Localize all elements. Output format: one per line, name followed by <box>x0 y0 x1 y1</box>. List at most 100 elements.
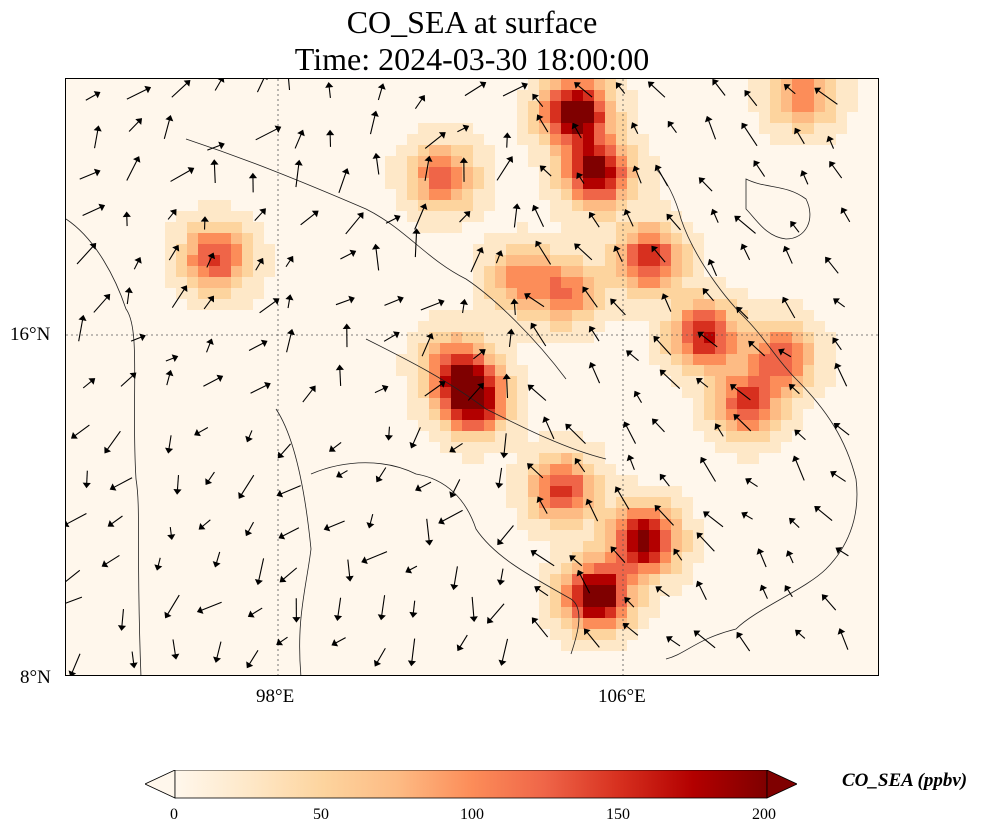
heat-cell <box>473 431 484 442</box>
heat-cell <box>165 244 176 255</box>
heat-cell <box>484 200 495 211</box>
colorbar-svg <box>144 769 798 799</box>
heat-cell <box>165 266 176 277</box>
wind-arrow <box>700 456 716 482</box>
heat-cell <box>495 244 506 255</box>
heat-cell <box>572 519 583 530</box>
wind-arrow <box>655 586 670 598</box>
heat-cell <box>638 178 649 189</box>
heat-cell <box>176 244 187 255</box>
heat-cell <box>803 321 814 332</box>
heat-cell <box>550 266 561 277</box>
colorbar <box>144 769 798 805</box>
heat-cell <box>682 541 693 552</box>
heat-cell <box>517 497 528 508</box>
heat-cell <box>550 145 561 156</box>
heat-cell <box>737 431 748 442</box>
heat-cell <box>572 442 583 453</box>
heat-cell <box>660 585 671 596</box>
wind-arrow <box>741 511 753 520</box>
heat-cell <box>451 431 462 442</box>
wind-arrow <box>130 333 146 342</box>
heat-cell <box>726 387 737 398</box>
heat-cell <box>594 134 605 145</box>
heat-cell <box>396 178 407 189</box>
wind-arrow <box>377 595 386 621</box>
heat-cell <box>693 288 704 299</box>
heat-cell <box>660 244 671 255</box>
heat-cell <box>242 299 253 310</box>
heat-cell <box>605 508 616 519</box>
heat-cell <box>638 156 649 167</box>
heat-cell <box>715 288 726 299</box>
heat-cell <box>583 596 594 607</box>
heat-cell <box>528 288 539 299</box>
heat-cell <box>605 530 616 541</box>
heat-cell <box>517 101 528 112</box>
heat-cell <box>583 145 594 156</box>
heat-cell <box>451 222 462 233</box>
heat-cell <box>429 332 440 343</box>
map-panel[interactable] <box>65 78 879 676</box>
heat-cell <box>770 101 781 112</box>
heat-cell <box>671 486 682 497</box>
heat-cell <box>418 178 429 189</box>
heat-cell <box>781 321 792 332</box>
heat-cell <box>737 332 748 343</box>
wind-arrow <box>565 423 586 444</box>
heat-cell <box>451 343 462 354</box>
heat-cell <box>418 332 429 343</box>
inland-border-1 <box>185 138 567 380</box>
heat-cell <box>561 519 572 530</box>
heat-cell <box>550 530 561 541</box>
heat-cell <box>792 332 803 343</box>
heat-cell <box>561 112 572 123</box>
wind-arrow <box>415 481 432 492</box>
wind-arrow <box>714 423 724 437</box>
heat-cell <box>649 486 660 497</box>
wind-arrow <box>412 228 421 258</box>
heat-cell <box>627 233 638 244</box>
wind-arrow <box>164 594 180 619</box>
wind-arrow <box>154 557 163 571</box>
wind-arrow <box>128 118 143 132</box>
wind-arrow <box>512 203 521 228</box>
heat-cell <box>594 178 605 189</box>
heat-cell <box>594 574 605 585</box>
heat-cell <box>561 552 572 563</box>
heat-cell <box>814 123 825 134</box>
wind-arrow <box>651 418 665 433</box>
heat-cell <box>407 156 418 167</box>
heat-cell <box>517 365 528 376</box>
wind-arrow <box>712 79 726 96</box>
heat-cell <box>605 486 616 497</box>
wind-arrow <box>409 427 421 449</box>
heat-cell <box>528 145 539 156</box>
heat-cell <box>759 310 770 321</box>
heat-cell <box>561 431 572 442</box>
heat-cell <box>429 222 440 233</box>
heat-cell <box>473 178 484 189</box>
heat-cell <box>539 101 550 112</box>
heat-cell <box>605 277 616 288</box>
heat-cell <box>638 574 649 585</box>
heat-cell <box>572 156 583 167</box>
heat-cell <box>792 409 803 420</box>
heat-cell <box>561 541 572 552</box>
heat-cell <box>572 288 583 299</box>
heat-cell <box>693 310 704 321</box>
heat-cell <box>748 310 759 321</box>
heat-cell <box>561 178 572 189</box>
wind-arrow <box>168 244 180 261</box>
heat-cell <box>605 497 616 508</box>
heat-cell <box>506 420 517 431</box>
heat-cell <box>550 607 561 618</box>
heat-cell <box>506 332 517 343</box>
wind-vectors <box>66 79 851 675</box>
heat-cell <box>638 288 649 299</box>
heat-cell <box>594 255 605 266</box>
wind-arrow <box>300 210 319 226</box>
heat-cell <box>704 310 715 321</box>
heat-cell <box>440 123 451 134</box>
heat-cell <box>693 365 704 376</box>
